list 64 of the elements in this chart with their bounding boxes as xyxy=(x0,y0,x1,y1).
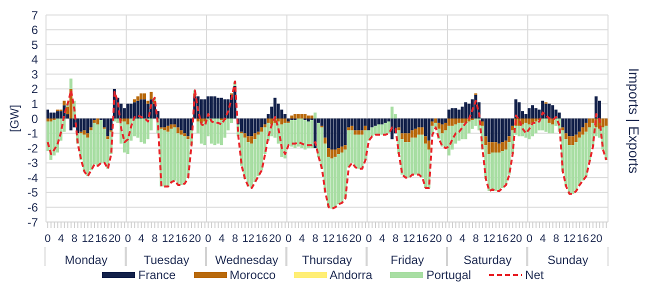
x-tick-label: 0 xyxy=(44,233,51,245)
x-tick-label: 20 xyxy=(108,233,121,245)
y-tick-label: -1 xyxy=(27,126,38,141)
x-tick-label: 0 xyxy=(124,233,132,245)
y-tick-label: -3 xyxy=(27,156,38,170)
x-tick-label: 8 xyxy=(553,233,560,245)
y2-axis-title: Imports | Exports xyxy=(626,68,642,174)
x-tick-label: 16 xyxy=(576,233,590,245)
x-tick-label: 4 xyxy=(540,233,546,245)
x-tick-label: 12 xyxy=(563,233,576,245)
x-tick-label: 16 xyxy=(336,233,348,245)
x-tick-label: 12 xyxy=(242,233,255,245)
x-tick-label: 8 xyxy=(392,233,399,245)
x-tick-label: 8 xyxy=(152,233,158,245)
x-tick-label: 20 xyxy=(430,233,442,245)
x-tick-label: 12 xyxy=(483,233,496,245)
x-tick-label: 16 xyxy=(95,233,108,245)
x-tick-label: 4 xyxy=(218,233,225,245)
y-tick-label: -6 xyxy=(27,200,38,214)
x-tick-label: 20 xyxy=(510,233,522,245)
legend-label: Portugal xyxy=(426,268,472,282)
legend-label: France xyxy=(138,268,176,282)
legend-label: Morocco xyxy=(230,268,276,282)
x-tick-label: 16 xyxy=(256,233,268,245)
x-tick-label: 4 xyxy=(58,233,64,245)
x-tick-label: 16 xyxy=(416,233,428,245)
y-tick-label: 7 xyxy=(31,8,38,22)
x-tick-label: 4 xyxy=(138,233,144,245)
y-tick-label: 4 xyxy=(31,52,38,67)
x-tick-label: 16 xyxy=(496,233,509,245)
x-tick-label: 16 xyxy=(175,233,188,245)
x-tick-label: 8 xyxy=(312,233,318,245)
y-tick-label: 6 xyxy=(31,23,38,38)
x-tick-label: 8 xyxy=(232,233,238,245)
y-tick-label: -7 xyxy=(27,215,38,230)
y-tick-label: 5 xyxy=(31,38,38,52)
legend-label: Andorra xyxy=(330,268,372,282)
x-tick-label: 20 xyxy=(269,233,282,245)
x-tick-label: 0 xyxy=(205,233,212,245)
y-tick-label: -2 xyxy=(27,141,38,156)
x-tick-label: 12 xyxy=(322,233,335,245)
x-tick-label: 20 xyxy=(349,233,362,245)
x-tick-label: 20 xyxy=(590,233,602,245)
legend-label: Net xyxy=(525,268,544,282)
x-tick-label: 4 xyxy=(298,233,305,245)
y-tick-label: 2 xyxy=(31,82,38,96)
x-tick-label: 12 xyxy=(162,233,174,245)
x-tick-label: 12 xyxy=(402,233,416,245)
x-tick-label: 0 xyxy=(446,233,452,245)
x-tick-label: 0 xyxy=(285,233,292,245)
x-tick-label: 20 xyxy=(188,233,201,245)
x-tick-label: 8 xyxy=(472,233,479,245)
y-tick-label: -5 xyxy=(27,186,38,200)
y-tick-label: 0 xyxy=(31,112,38,126)
y-tick-label: 3 xyxy=(31,67,38,82)
x-tick-label: 12 xyxy=(82,233,94,245)
x-tick-label: 4 xyxy=(459,233,466,245)
y-tick-label: 1 xyxy=(31,96,38,111)
x-tick-label: 4 xyxy=(379,233,386,245)
x-tick-label: 8 xyxy=(71,233,78,245)
y-tick-label: -4 xyxy=(27,170,38,185)
x-tick-label: 0 xyxy=(366,233,372,245)
x-tick-label: 0 xyxy=(526,233,532,245)
y-axis-title: [GW] xyxy=(7,104,22,132)
